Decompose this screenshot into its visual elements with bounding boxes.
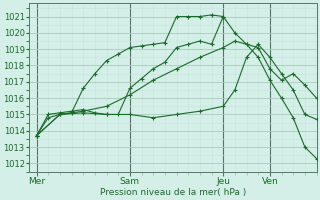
X-axis label: Pression niveau de la mer( hPa ): Pression niveau de la mer( hPa ) bbox=[100, 188, 246, 197]
